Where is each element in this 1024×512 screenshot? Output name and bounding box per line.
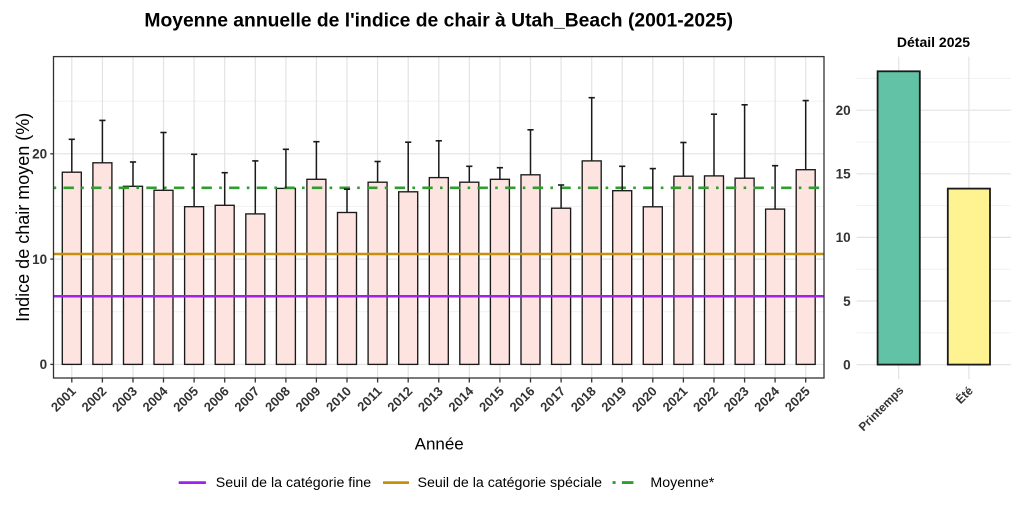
svg-text:10: 10 [836, 230, 851, 245]
svg-text:Moyenne*: Moyenne* [650, 475, 714, 491]
svg-text:Année: Année [415, 435, 464, 454]
svg-text:Seuil de la catégorie fine: Seuil de la catégorie fine [216, 475, 371, 491]
svg-text:Moyenne annuelle de l'indice d: Moyenne annuelle de l'indice de chair à … [144, 10, 733, 31]
svg-text:5: 5 [843, 294, 851, 309]
svg-text:20: 20 [836, 103, 851, 118]
svg-text:20: 20 [32, 147, 47, 162]
svg-text:0: 0 [40, 357, 48, 372]
svg-text:Indice de chair moyen (%): Indice de chair moyen (%) [13, 113, 33, 322]
svg-text:10: 10 [32, 252, 47, 267]
svg-text:Détail 2025: Détail 2025 [897, 34, 970, 50]
svg-text:15: 15 [836, 167, 852, 182]
svg-text:Seuil de la catégorie spéciale: Seuil de la catégorie spéciale [418, 475, 603, 491]
svg-text:0: 0 [843, 357, 851, 372]
